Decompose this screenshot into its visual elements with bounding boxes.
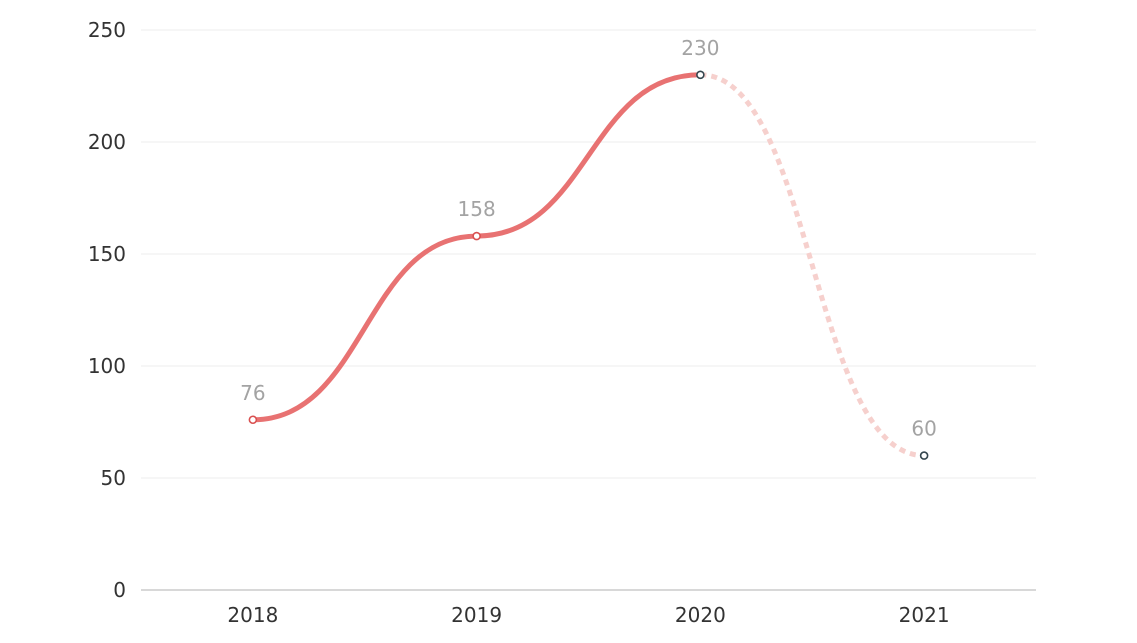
series-lines xyxy=(250,72,925,459)
series-line-actual xyxy=(250,72,703,423)
series-line-projected xyxy=(700,72,925,459)
data-label-2020: 230 xyxy=(681,36,719,60)
y-axis-tick-labels: 0 50 100 150 200 250 xyxy=(88,18,126,602)
x-tick-label-2018: 2018 xyxy=(227,603,278,627)
data-point-2020[interactable] xyxy=(696,70,705,80)
series-markers xyxy=(248,70,929,460)
y-tick-label-50: 50 xyxy=(101,466,126,490)
y-tick-label-150: 150 xyxy=(88,242,126,266)
data-labels: 76 158 230 60 xyxy=(240,36,937,441)
data-label-2019: 158 xyxy=(458,197,496,221)
grid-lines xyxy=(141,29,1036,591)
y-tick-label-200: 200 xyxy=(88,130,126,154)
data-label-2018: 76 xyxy=(240,381,265,405)
y-tick-label-100: 100 xyxy=(88,354,126,378)
x-tick-label-2020: 2020 xyxy=(675,603,726,627)
data-point-2019[interactable] xyxy=(472,231,481,241)
data-point-2018[interactable] xyxy=(248,415,258,425)
y-tick-label-0: 0 xyxy=(113,578,126,602)
data-label-2021: 60 xyxy=(911,417,936,441)
data-point-2021[interactable] xyxy=(919,451,929,460)
x-tick-label-2021: 2021 xyxy=(899,603,950,627)
y-tick-label-250: 250 xyxy=(88,18,126,42)
x-tick-label-2019: 2019 xyxy=(451,603,502,627)
x-axis-tick-labels: 2018 2019 2020 2021 xyxy=(227,603,949,627)
